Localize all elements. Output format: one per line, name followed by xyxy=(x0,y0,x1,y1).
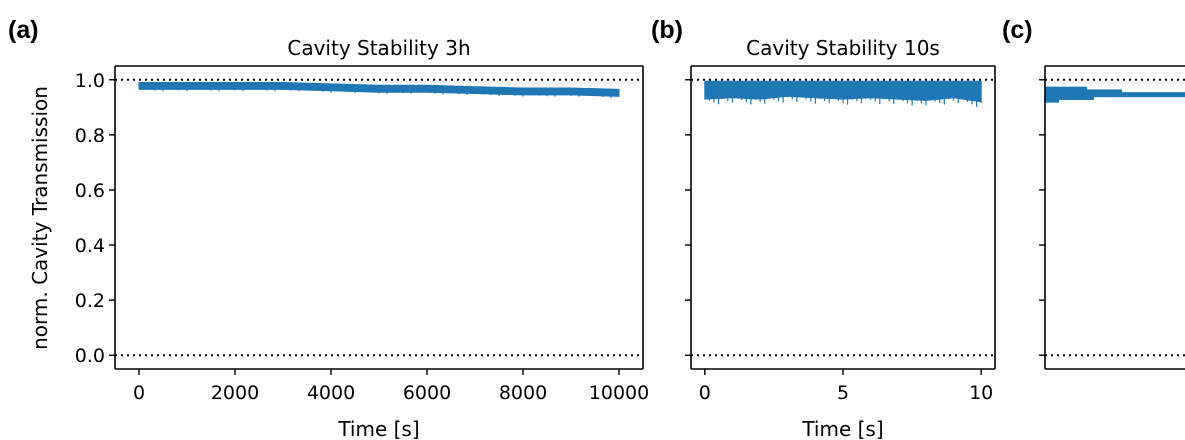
panel-a-xtick-label-8000: 8000 xyxy=(499,382,547,404)
ytick-label-1: 1.0 xyxy=(75,70,105,92)
ytick-label-0.4: 0.4 xyxy=(75,235,105,257)
ytick-label-0: 0.0 xyxy=(75,345,105,367)
panel-c-step-1 xyxy=(1045,89,1122,95)
panel-letter-a: (a) xyxy=(8,16,39,44)
panel-c-step-2 xyxy=(1045,92,1185,98)
ytick-label-0.6: 0.6 xyxy=(75,180,105,202)
ytick-label-0.8: 0.8 xyxy=(75,125,105,147)
panel-a-xtick-label-10000: 10000 xyxy=(589,382,649,404)
panel-a-x-axis-label: Time [s] xyxy=(337,417,419,440)
panel-letter-b: (b) xyxy=(651,16,683,44)
panel-b-xtick-label-0: 0 xyxy=(699,382,711,404)
panel-b-xtick-label-5: 5 xyxy=(837,382,849,404)
panel-a-title: Cavity Stability 3h xyxy=(287,36,470,60)
ytick-label-0.2: 0.2 xyxy=(75,290,105,312)
panel-a-xtick-label-2000: 2000 xyxy=(211,382,259,404)
panel-a-xtick-label-4000: 4000 xyxy=(307,382,355,404)
panel-a-series-noise xyxy=(146,89,620,98)
panel-c-step-0 xyxy=(1045,86,1087,92)
panel-a-xtick-label-6000: 6000 xyxy=(403,382,451,404)
panel-a-axes: 0.0 0.2 0.4 0.6 0.8 1.0 0 2000 4000 6000 8000 10000 xyxy=(75,65,649,404)
panel-c-axes xyxy=(1039,65,1185,370)
panel-b-x-axis-label: Time [s] xyxy=(801,417,883,440)
panel-c-step-4 xyxy=(1045,97,1059,103)
panel-b-xtick-label-10: 10 xyxy=(969,382,993,404)
panel-b-axes: 0 5 10 xyxy=(685,65,996,404)
panel-a-xtick-label-0: 0 xyxy=(133,382,145,404)
y-axis-label: norm. Cavity Transmission xyxy=(28,86,52,350)
panel-b-title: Cavity Stability 10s xyxy=(746,36,940,60)
panel-letter-c: (c) xyxy=(1002,16,1033,44)
panel-b-series-noise xyxy=(708,96,982,107)
panel-c-step-3 xyxy=(1045,94,1094,100)
